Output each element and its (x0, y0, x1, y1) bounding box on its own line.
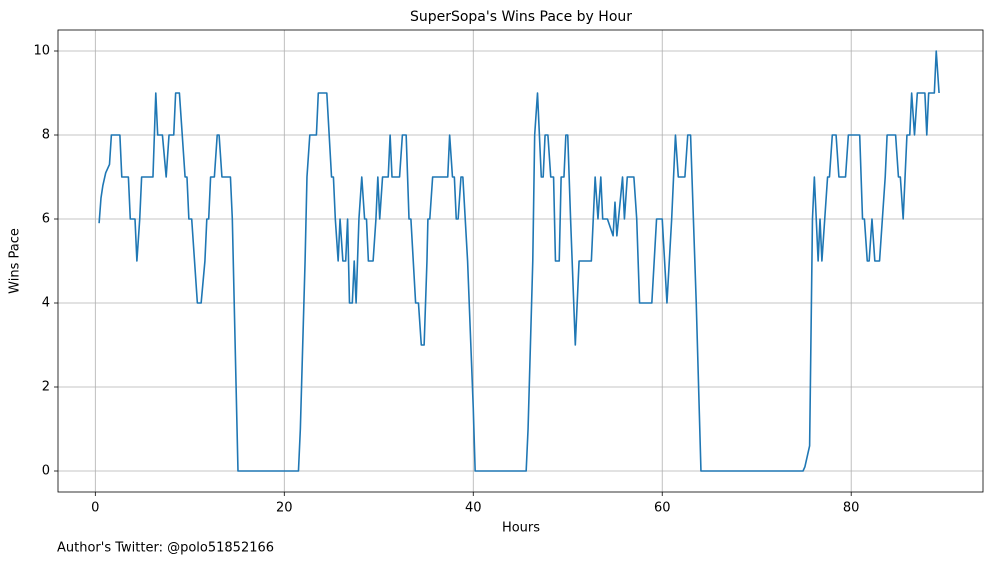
x-axis-label: Hours (502, 521, 540, 536)
x-tick-label: 20 (276, 501, 293, 516)
y-tick-label: 8 (42, 128, 50, 143)
y-tick-label: 4 (42, 296, 50, 311)
x-tick-label: 60 (654, 501, 671, 516)
y-axis-label: Wins Pace (8, 228, 23, 294)
annotation: Author's Twitter: @polo51852166 (57, 541, 274, 556)
y-tick-label: 2 (42, 380, 50, 395)
chart-title: SuperSopa's Wins Pace by Hour (410, 9, 632, 25)
x-tick-label: 80 (843, 501, 860, 516)
data-line (98, 50, 940, 472)
y-tick-label: 6 (42, 212, 50, 227)
plot-frame (57, 29, 984, 493)
x-tick-label: 0 (91, 501, 99, 516)
y-tick-label: 10 (33, 44, 50, 59)
x-tick-label: 40 (465, 501, 482, 516)
y-tick-label: 0 (42, 464, 50, 479)
